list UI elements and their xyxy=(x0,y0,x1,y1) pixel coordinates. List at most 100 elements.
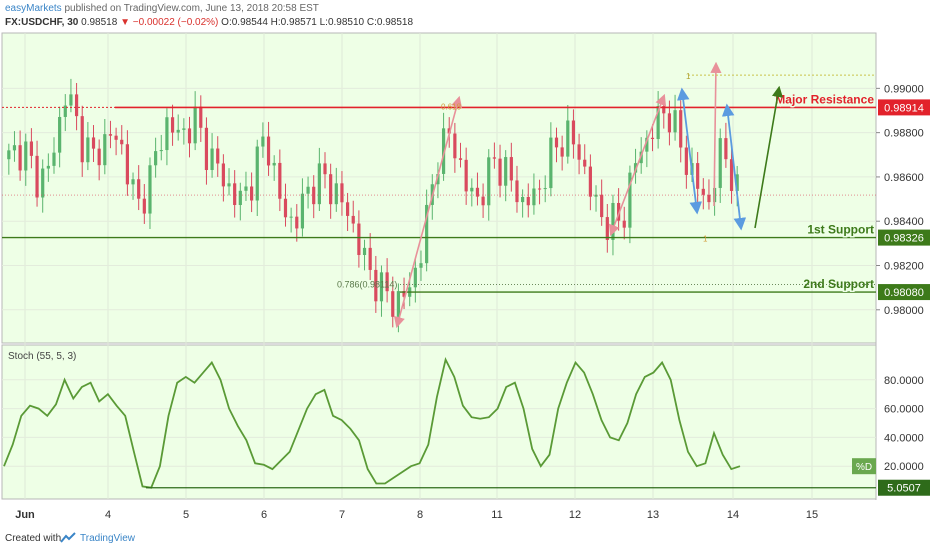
publisher-name[interactable]: easyMarkets xyxy=(5,3,62,14)
fib-levels: 1 0.618 0.786(0.98114) 1 xyxy=(337,72,876,290)
x-tick-label: 4 xyxy=(105,509,111,521)
candle-body xyxy=(120,139,124,145)
level-tag-bg xyxy=(878,284,930,301)
candle-body xyxy=(69,94,73,106)
symbol-label[interactable]: FX:USDCHF, 30 xyxy=(5,17,79,28)
fib-label: 0.618 xyxy=(441,102,462,111)
candle-body xyxy=(317,163,321,205)
level-tag: 0.98914 xyxy=(884,102,924,114)
candle-body xyxy=(199,106,203,128)
x-tick-label: 11 xyxy=(491,509,502,521)
candle-body xyxy=(165,117,169,151)
candle-body xyxy=(334,183,338,205)
fib-label: 1 xyxy=(703,235,708,244)
stoch-tick-label: 60.0000 xyxy=(884,404,924,416)
candle-body xyxy=(244,186,248,191)
candle-body xyxy=(611,202,615,240)
stoch-d-legend-bg xyxy=(852,458,876,475)
x-tick-label: 5 xyxy=(183,509,189,521)
candle-body xyxy=(729,159,734,191)
candle-body xyxy=(210,148,214,171)
candle-body xyxy=(289,216,293,218)
x-tick-label: 6 xyxy=(261,509,267,521)
stoch-tick-label: 40.0000 xyxy=(884,432,924,444)
x-tick-label: 15 xyxy=(806,509,818,521)
arrow xyxy=(721,103,747,231)
candle-body xyxy=(29,141,34,156)
axes: Jun 4 5 6 7 8 11 12 13 14 15 0.99000 0.98800 0.98600 0… xyxy=(15,83,924,521)
candle-body xyxy=(227,183,231,187)
candle-body xyxy=(278,162,282,199)
candle-body xyxy=(374,269,378,302)
candle-body xyxy=(515,180,519,203)
level-tag-bg xyxy=(878,229,930,246)
candle-body xyxy=(588,166,592,197)
candle-body xyxy=(108,134,113,136)
x-tick-label: Jun xyxy=(15,509,35,521)
candle-body xyxy=(187,128,192,144)
candle-body xyxy=(532,188,536,206)
candle-body xyxy=(509,157,513,181)
candle-body xyxy=(154,151,158,166)
publish-line: easyMarkets published on TradingView.com… xyxy=(5,3,319,14)
tradingview-brand[interactable]: TradingView xyxy=(80,533,136,544)
chart-header: easyMarkets published on TradingView.com… xyxy=(0,0,932,32)
price-change: −0.00022 (−0.02%) xyxy=(132,17,219,28)
level-label: 2nd Support xyxy=(803,277,874,291)
candle-body xyxy=(204,127,209,171)
change-down-icon: ▼ xyxy=(120,17,130,28)
candle-body xyxy=(35,155,39,198)
stoch-line: Stoch (55, 5, 3) 5.0507 %D xyxy=(3,351,930,496)
candle-body xyxy=(379,272,384,302)
candle-body xyxy=(91,137,96,149)
y-tick-label: 0.98200 xyxy=(884,261,924,273)
x-tick-label: 8 xyxy=(417,509,423,521)
candle-body xyxy=(396,291,401,317)
candle-body xyxy=(176,129,180,133)
candle-body xyxy=(566,120,570,157)
candle-body xyxy=(41,168,45,198)
levels: Major Resistance 0.98914 1st Support 0.9832… xyxy=(2,91,930,301)
candle-body xyxy=(103,134,107,166)
candle-body xyxy=(131,179,135,185)
candle-body xyxy=(475,187,480,197)
candle-body xyxy=(537,188,542,190)
candle-body xyxy=(170,117,175,133)
candle-body xyxy=(543,188,547,190)
candle-body xyxy=(673,110,677,133)
candle-body xyxy=(58,116,62,153)
candle-body xyxy=(323,163,327,175)
y-tick-label: 0.98800 xyxy=(884,128,924,140)
candle-body xyxy=(255,146,259,201)
candle-body xyxy=(12,145,17,151)
candle-body xyxy=(362,247,367,256)
candle-body xyxy=(216,148,220,164)
candle-body xyxy=(306,186,310,194)
stoch-panel[interactable] xyxy=(1,344,877,500)
price-chart[interactable]: Major Resistance 0.98914 1st Support 0.9832… xyxy=(0,0,932,528)
candle-body xyxy=(679,110,683,148)
close-value: C:0.98518 xyxy=(366,17,414,28)
x-tick-label: 14 xyxy=(727,509,739,521)
candle-body xyxy=(74,94,79,117)
open-value: O:0.98544 xyxy=(221,17,268,28)
candle-body xyxy=(701,188,705,195)
candle-body xyxy=(18,145,22,171)
arrow xyxy=(608,93,667,237)
candle-body xyxy=(125,144,129,185)
candle-body xyxy=(283,198,288,218)
tradingview-logo-icon xyxy=(60,532,76,543)
candle-body xyxy=(464,159,468,192)
candle-body xyxy=(554,137,559,148)
candle-body xyxy=(549,137,553,189)
stoch-min-tag: 5.0507 xyxy=(887,483,921,495)
candle-body xyxy=(684,147,688,175)
candle-body xyxy=(605,217,609,240)
candle-body xyxy=(312,186,316,205)
fib-label: 1 xyxy=(686,72,691,81)
candle-body xyxy=(391,291,395,317)
x-tick-label: 12 xyxy=(569,509,581,521)
candle-body xyxy=(385,272,389,292)
candle-body xyxy=(453,133,457,159)
candle-body xyxy=(504,157,508,186)
